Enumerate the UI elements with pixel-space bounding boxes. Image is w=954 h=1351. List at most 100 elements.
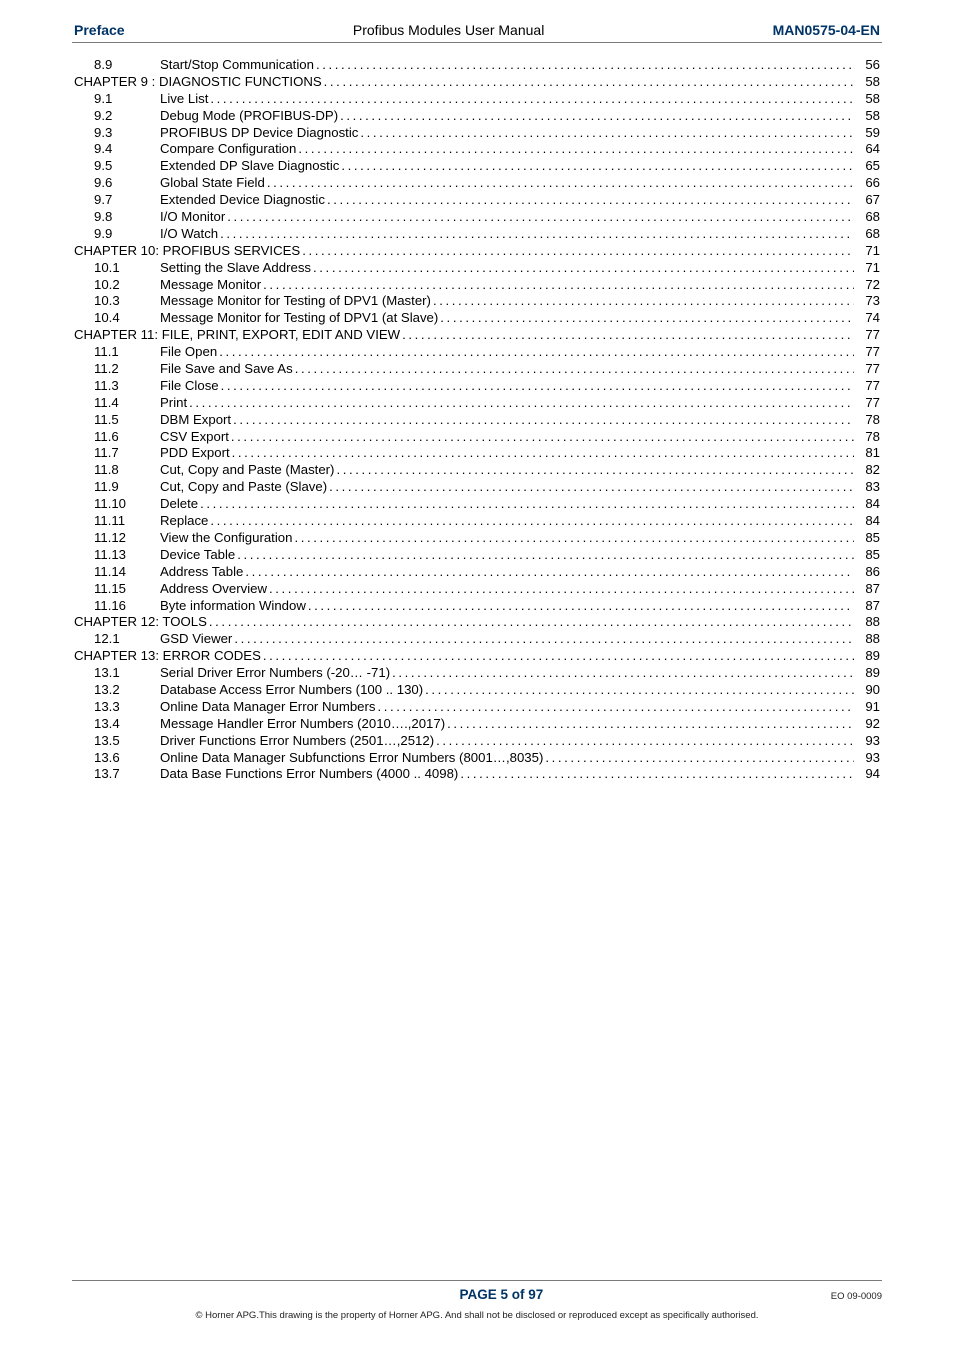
header-rule bbox=[72, 42, 882, 43]
toc-entry-number: 10.2 bbox=[74, 277, 160, 294]
toc-entry-title: Message Monitor for Testing of DPV1 (Mas… bbox=[160, 293, 433, 310]
toc-entry-leader-dots bbox=[340, 108, 854, 125]
toc-entry-title: GSD Viewer bbox=[160, 631, 234, 648]
toc-entry: 11.6CSV Export78 bbox=[74, 429, 880, 446]
toc-entry-title: Driver Functions Error Numbers (2501…,25… bbox=[160, 733, 436, 750]
toc-entry-number: 9.4 bbox=[74, 141, 160, 158]
toc-entry-title: Message Monitor bbox=[160, 277, 263, 294]
toc-entry-page: 77 bbox=[854, 344, 880, 361]
toc-entry-page: 85 bbox=[854, 547, 880, 564]
toc-entry-title: Compare Configuration bbox=[160, 141, 298, 158]
toc-entry-number: 13.6 bbox=[74, 750, 160, 767]
toc-entry-leader-dots bbox=[233, 412, 854, 429]
toc-entry-page: 93 bbox=[854, 733, 880, 750]
toc-entry: 11.5DBM Export78 bbox=[74, 412, 880, 429]
footer-row: PAGE 5 of 97 EO 09-0009 bbox=[72, 1287, 882, 1302]
toc-entry-number: 11.1 bbox=[74, 344, 160, 361]
toc-entry-title: Delete bbox=[160, 496, 200, 513]
toc-entry-leader-dots bbox=[440, 310, 854, 327]
table-of-contents: 8.9Start/Stop Communication56CHAPTER 9 :… bbox=[72, 57, 882, 783]
toc-entry-page: 87 bbox=[854, 581, 880, 598]
toc-entry-page: 88 bbox=[854, 631, 880, 648]
toc-entry-number: 9.2 bbox=[74, 108, 160, 125]
toc-entry-page: 92 bbox=[854, 716, 880, 733]
footer-rule bbox=[72, 1280, 882, 1281]
page: Preface Profibus Modules User Manual MAN… bbox=[0, 0, 954, 1351]
toc-entry: 11.2File Save and Save As77 bbox=[74, 361, 880, 378]
toc-entry-number: 13.4 bbox=[74, 716, 160, 733]
toc-entry-page: 68 bbox=[854, 226, 880, 243]
toc-entry-page: 84 bbox=[854, 496, 880, 513]
toc-entry-title: PROFIBUS DP Device Diagnostic bbox=[160, 125, 360, 142]
toc-entry-number: 11.6 bbox=[74, 429, 160, 446]
toc-entry-leader-dots bbox=[295, 361, 854, 378]
toc-entry-page: 73 bbox=[854, 293, 880, 310]
toc-entry-title: Online Data Manager Subfunctions Error N… bbox=[160, 750, 545, 767]
toc-entry-page: 67 bbox=[854, 192, 880, 209]
toc-entry-page: 87 bbox=[854, 598, 880, 615]
toc-entry: 8.9Start/Stop Communication56 bbox=[74, 57, 880, 74]
page-header: Preface Profibus Modules User Manual MAN… bbox=[72, 22, 882, 42]
toc-entry: 11.1File Open77 bbox=[74, 344, 880, 361]
toc-entry: 11.16Byte information Window 87 bbox=[74, 598, 880, 615]
toc-entry: 13.2Database Access Error Numbers (100 .… bbox=[74, 682, 880, 699]
toc-entry: CHAPTER 10: PROFIBUS SERVICES71 bbox=[74, 243, 880, 260]
toc-entry-title: Start/Stop Communication bbox=[160, 57, 316, 74]
toc-entry-leader-dots bbox=[209, 614, 854, 631]
toc-entry-title: I/O Monitor bbox=[160, 209, 227, 226]
toc-entry-number: 8.9 bbox=[74, 57, 160, 74]
toc-entry-number: 13.5 bbox=[74, 733, 160, 750]
toc-entry-title: Setting the Slave Address bbox=[160, 260, 313, 277]
toc-entry-title: Byte information Window bbox=[160, 598, 308, 615]
toc-entry-title: File Close bbox=[160, 378, 221, 395]
toc-entry-page: 77 bbox=[854, 378, 880, 395]
toc-entry-number: 11.8 bbox=[74, 462, 160, 479]
toc-entry-number: 11.5 bbox=[74, 412, 160, 429]
toc-entry-page: 86 bbox=[854, 564, 880, 581]
toc-entry-page: 77 bbox=[854, 395, 880, 412]
toc-entry-title: CHAPTER 11: FILE, PRINT, EXPORT, EDIT AN… bbox=[74, 327, 402, 344]
toc-entry-title: Message Handler Error Numbers (2010….,20… bbox=[160, 716, 447, 733]
toc-entry-page: 90 bbox=[854, 682, 880, 699]
toc-entry-number: 11.16 bbox=[74, 598, 160, 615]
toc-entry-number: 13.1 bbox=[74, 665, 160, 682]
toc-entry-page: 77 bbox=[854, 361, 880, 378]
toc-entry-page: 88 bbox=[854, 614, 880, 631]
toc-entry-number: 11.3 bbox=[74, 378, 160, 395]
toc-entry-leader-dots bbox=[200, 496, 854, 513]
toc-entry-title: Extended Device Diagnostic bbox=[160, 192, 327, 209]
toc-entry-leader-dots bbox=[294, 530, 854, 547]
toc-entry-leader-dots bbox=[219, 344, 854, 361]
toc-entry: CHAPTER 9 : DIAGNOSTIC FUNCTIONS58 bbox=[74, 74, 880, 91]
toc-entry-page: 83 bbox=[854, 479, 880, 496]
toc-entry-page: 82 bbox=[854, 462, 880, 479]
toc-entry: 10.3Message Monitor for Testing of DPV1 … bbox=[74, 293, 880, 310]
toc-entry-title: Database Access Error Numbers (100 .. 13… bbox=[160, 682, 425, 699]
toc-entry-page: 78 bbox=[854, 412, 880, 429]
toc-entry-number: 11.4 bbox=[74, 395, 160, 412]
toc-entry-leader-dots bbox=[447, 716, 854, 733]
toc-entry-page: 59 bbox=[854, 125, 880, 142]
toc-entry-leader-dots bbox=[360, 125, 854, 142]
toc-entry-leader-dots bbox=[245, 564, 854, 581]
toc-entry-page: 77 bbox=[854, 327, 880, 344]
toc-entry-leader-dots bbox=[425, 682, 854, 699]
toc-entry-title: Address Overview bbox=[160, 581, 269, 598]
toc-entry-leader-dots bbox=[433, 293, 854, 310]
toc-entry-leader-dots bbox=[221, 378, 854, 395]
toc-entry-page: 58 bbox=[854, 74, 880, 91]
toc-entry-number: 11.9 bbox=[74, 479, 160, 496]
toc-entry-page: 78 bbox=[854, 429, 880, 446]
toc-entry-leader-dots bbox=[263, 648, 854, 665]
toc-entry-leader-dots bbox=[267, 175, 854, 192]
toc-entry-leader-dots bbox=[308, 598, 854, 615]
toc-entry: CHAPTER 11: FILE, PRINT, EXPORT, EDIT AN… bbox=[74, 327, 880, 344]
toc-entry-page: 89 bbox=[854, 665, 880, 682]
page-footer: PAGE 5 of 97 EO 09-0009 © Horner APG.Thi… bbox=[72, 1280, 882, 1321]
toc-entry: 11.13Device Table85 bbox=[74, 547, 880, 564]
toc-entry-number: 11.11 bbox=[74, 513, 160, 530]
footer-doc-code: EO 09-0009 bbox=[831, 1291, 882, 1302]
toc-entry-number: 11.12 bbox=[74, 530, 160, 547]
footer-page-label: PAGE 5 of 97 bbox=[172, 1287, 831, 1302]
toc-entry: 9.6Global State Field66 bbox=[74, 175, 880, 192]
